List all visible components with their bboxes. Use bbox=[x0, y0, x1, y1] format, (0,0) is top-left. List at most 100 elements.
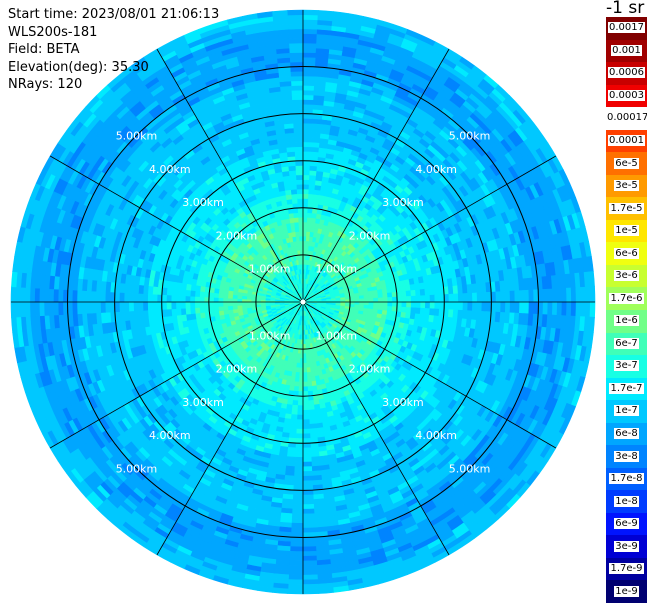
range-gate-cell bbox=[419, 307, 426, 316]
range-gate-cell bbox=[272, 587, 289, 594]
range-gate-cell bbox=[302, 348, 307, 355]
range-gate-cell bbox=[462, 301, 469, 311]
range-gate-cell bbox=[307, 212, 313, 219]
range-gate-cell bbox=[519, 301, 525, 314]
range-gate-cell bbox=[392, 296, 398, 303]
range-gate-cell bbox=[429, 308, 436, 317]
range-gate-cell bbox=[290, 522, 304, 529]
range-gate-cell bbox=[287, 579, 304, 585]
range-gate-cell bbox=[302, 381, 308, 388]
range-gate-cell bbox=[297, 405, 304, 411]
range-gate-cell bbox=[302, 37, 318, 44]
range-gate-cell bbox=[306, 371, 312, 378]
range-gate-cell bbox=[302, 588, 319, 595]
range-gate-cell bbox=[289, 541, 304, 548]
range-gate-cell bbox=[500, 301, 506, 313]
range-gate-cell bbox=[500, 291, 506, 303]
range-gate-cell bbox=[462, 293, 469, 303]
range-gate-cell bbox=[580, 301, 586, 318]
range-gate-cell bbox=[302, 494, 314, 501]
range-gate-cell bbox=[291, 503, 304, 510]
range-gate-cell bbox=[588, 271, 595, 288]
range-gate-cell bbox=[306, 376, 312, 383]
range-gate-cell bbox=[302, 174, 310, 181]
range-gate-cell bbox=[405, 307, 412, 314]
range-gate-cell bbox=[354, 298, 360, 303]
range-gate-cell bbox=[410, 301, 417, 309]
range-gate-cell bbox=[309, 169, 318, 176]
range-gate-cell bbox=[547, 301, 553, 316]
range-gate-cell bbox=[358, 295, 365, 300]
range-gate-cell bbox=[302, 118, 313, 124]
range-gate-cell bbox=[443, 294, 450, 303]
range-gate-cell bbox=[302, 19, 319, 25]
range-gate-cell bbox=[566, 301, 572, 317]
range-gate-cell bbox=[523, 301, 530, 315]
range-gate-cell bbox=[288, 560, 304, 567]
range-gate-cell bbox=[296, 419, 304, 425]
range-gate-cell bbox=[377, 297, 384, 303]
range-gate-cell bbox=[302, 372, 308, 378]
range-gate-cell bbox=[448, 301, 455, 311]
range-gate-cell bbox=[290, 414, 298, 420]
range-gate-cell bbox=[297, 391, 304, 397]
range-gate-cell bbox=[288, 574, 304, 581]
range-gate-cell bbox=[509, 301, 516, 314]
range-gate-cell bbox=[309, 165, 318, 172]
range-gate-cell bbox=[302, 221, 308, 228]
range-gate-cell bbox=[302, 113, 314, 119]
range-gate-cell bbox=[302, 485, 314, 491]
range-gate-cell bbox=[305, 362, 311, 369]
range-gate-cell bbox=[299, 362, 304, 369]
range-gate-cell bbox=[298, 381, 304, 388]
range-gate-cell bbox=[415, 301, 422, 309]
range-gate-cell bbox=[302, 391, 309, 397]
range-gate-cell bbox=[302, 405, 309, 411]
range-gate-cell bbox=[302, 75, 316, 82]
range-gate-cell bbox=[382, 297, 389, 303]
range-gate-cell bbox=[302, 395, 309, 402]
range-gate-cell bbox=[410, 295, 417, 303]
range-gate-cell bbox=[528, 301, 535, 315]
range-gate-cell bbox=[433, 287, 440, 296]
range-gate-cell bbox=[302, 56, 317, 63]
range-gate-cell bbox=[289, 555, 304, 562]
range-gate-cell bbox=[302, 574, 318, 581]
range-gate-cell bbox=[295, 438, 304, 444]
range-gate-cell bbox=[406, 296, 412, 303]
range-gate-cell bbox=[542, 301, 549, 316]
range-gate-cell bbox=[523, 289, 530, 303]
range-gate-cell bbox=[551, 288, 558, 303]
range-gate-cell bbox=[302, 452, 312, 458]
range-gate-cell bbox=[302, 33, 318, 39]
range-gate-cell bbox=[349, 298, 356, 303]
range-gate-cell bbox=[392, 301, 398, 308]
range-gate-cell bbox=[401, 306, 407, 314]
range-gate-cell bbox=[584, 286, 591, 303]
range-gate-cell bbox=[302, 442, 311, 449]
range-gate-cell bbox=[294, 452, 304, 458]
range-gate-cell bbox=[401, 290, 407, 298]
range-gate-cell bbox=[424, 308, 431, 316]
range-gate-cell bbox=[308, 188, 316, 195]
range-gate-cell bbox=[289, 546, 304, 552]
range-gate-cell bbox=[308, 404, 315, 411]
range-gate-cell bbox=[575, 287, 582, 303]
range-gate-cell bbox=[377, 301, 384, 307]
range-gate-cell bbox=[363, 294, 370, 300]
range-gate-cell bbox=[382, 301, 389, 307]
range-gate-cell bbox=[363, 301, 370, 306]
range-gate-cell bbox=[287, 588, 304, 595]
range-gate-cell bbox=[287, 583, 304, 590]
range-gate-cell bbox=[289, 423, 297, 430]
range-gate-cell bbox=[533, 301, 539, 315]
range-gate-cell bbox=[288, 428, 297, 435]
range-gate-cell bbox=[584, 301, 591, 318]
range-gate-cell bbox=[290, 532, 304, 538]
range-gate-cell bbox=[472, 292, 478, 303]
range-gate-cell bbox=[308, 414, 316, 420]
range-gate-cell bbox=[309, 174, 317, 181]
range-gate-cell bbox=[302, 362, 307, 369]
range-gate-cell bbox=[302, 99, 314, 105]
range-gate-cell bbox=[434, 294, 440, 303]
